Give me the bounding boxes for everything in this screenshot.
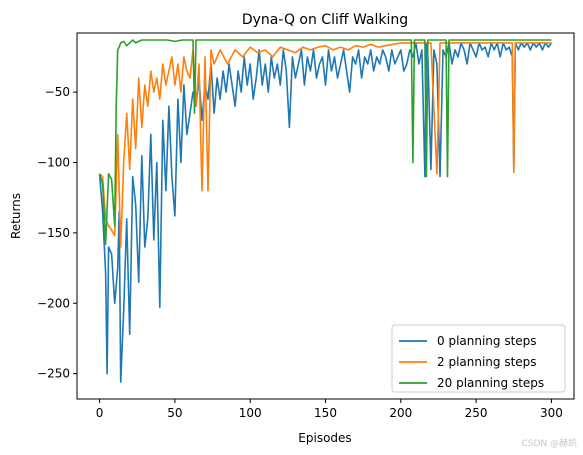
plot-frame [76, 32, 575, 400]
series-line-0 [98, 42, 553, 383]
legend-label-0: 0 planning steps [437, 334, 537, 348]
watermark: CSDN @赫凯 [521, 439, 577, 449]
y-tick-label: −100 [37, 156, 70, 170]
x-tick-label: 250 [465, 406, 488, 420]
y-axis-ticks: −250 −200 −150 −100 −50 [37, 85, 77, 381]
y-tick-label: −150 [37, 226, 70, 240]
x-axis-ticks: 0 50 100 150 200 250 300 [96, 399, 563, 420]
y-tick-label: −50 [45, 85, 70, 99]
series-line-1 [99, 42, 552, 248]
x-axis-label: Episodes [298, 431, 351, 445]
x-tick-label: 150 [314, 406, 337, 420]
x-tick-label: 0 [96, 406, 104, 420]
x-tick-label: 100 [239, 406, 262, 420]
series-line-2 [98, 39, 552, 245]
series-layer [98, 39, 553, 383]
y-tick-label: −250 [37, 367, 70, 381]
legend-box [391, 324, 566, 393]
legend-label-2: 20 planning steps [437, 376, 544, 390]
y-axis-label: Returns [9, 193, 23, 239]
x-tick-label: 300 [540, 406, 563, 420]
y-tick-label: −200 [37, 296, 70, 310]
x-tick-label: 50 [167, 406, 182, 420]
x-tick-label: 200 [389, 406, 412, 420]
legend-label-1: 2 planning steps [437, 355, 537, 369]
chart-title: Dyna-Q on Cliff Walking [242, 12, 408, 28]
legend: 0 planning steps 2 planning steps 20 plann… [391, 324, 566, 393]
